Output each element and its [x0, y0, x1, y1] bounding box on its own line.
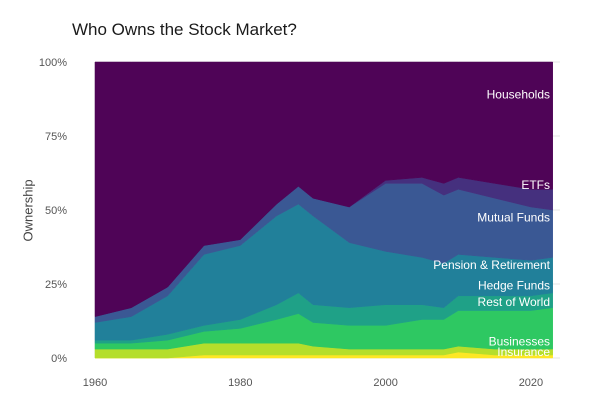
area-layer	[94, 61, 553, 359]
series-label-mutual-funds: Mutual Funds	[477, 210, 550, 224]
series-label-rest-of-world: Rest of World	[478, 295, 550, 309]
series-label-businesses: Businesses	[489, 335, 550, 349]
series-label-pension-retirement: Pension & Retirement	[433, 258, 550, 272]
area-households	[94, 61, 553, 317]
series-label-etfs: ETFs	[521, 178, 550, 192]
series-label-insurance: Insurance	[497, 345, 550, 359]
y-tick-label: 50%	[45, 205, 67, 217]
x-tick-label: 1960	[83, 377, 107, 389]
x-tick-labels: 1960 1980 2000 2020	[83, 377, 543, 389]
chart-title: Who Owns the Stock Market?	[72, 20, 297, 39]
y-tick-label: 100%	[39, 57, 67, 69]
y-tick-label: 25%	[45, 279, 67, 291]
series-label-households: Households	[487, 88, 550, 102]
x-tick-label: 2020	[519, 377, 543, 389]
y-tick-label: 75%	[45, 131, 67, 143]
y-tick-label: 0%	[51, 353, 67, 365]
y-tick-labels: 0% 25% 50% 75% 100%	[39, 57, 67, 365]
x-tick-label: 2000	[373, 377, 397, 389]
x-tick-label: 1980	[228, 377, 252, 389]
series-label-hedge-funds: Hedge Funds	[478, 278, 550, 292]
